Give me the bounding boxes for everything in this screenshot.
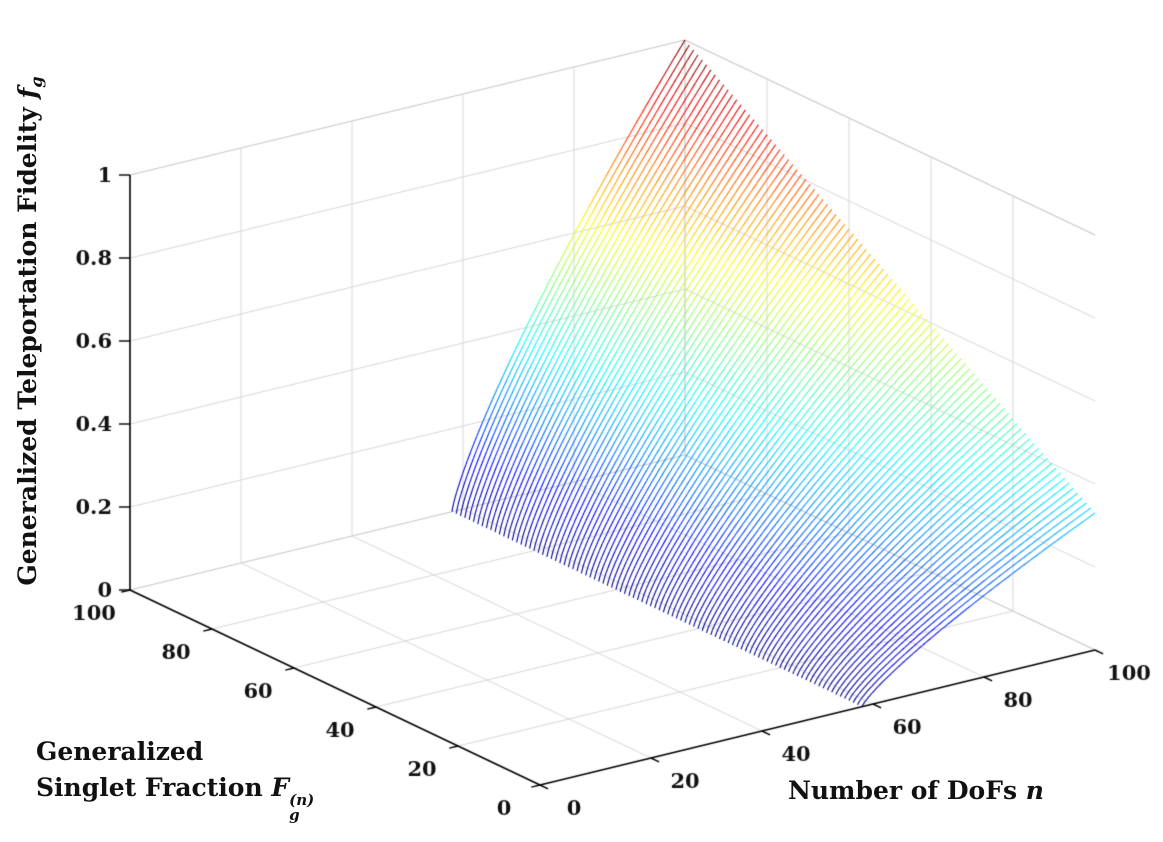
x-axis-math-symbol: n	[1025, 776, 1044, 805]
y-axis-math-subsup: (n) g	[289, 790, 315, 825]
y-axis-label-line1: Generalized	[36, 737, 204, 766]
z-axis-label: Generalized Teleportation Fidelity fg	[13, 0, 47, 681]
y-axis-label: Generalized Singlet Fraction F (n) g	[36, 734, 314, 824]
z-axis-math-subscript: g	[27, 76, 46, 88]
y-axis-math-subscript: g	[289, 806, 300, 825]
x-axis-label-text: Number of DoFs	[788, 776, 1026, 805]
y-axis-math-symbol: F	[271, 773, 290, 803]
y-axis-label-line2: Singlet Fraction F (n) g	[36, 773, 315, 825]
x-axis-label: Number of DoFs n	[788, 776, 1044, 805]
z-axis-math-symbol: f	[13, 87, 42, 99]
y-axis-math-superscript: (n)	[289, 790, 315, 809]
z-axis-label-text: Generalized Teleportation Fidelity	[13, 98, 42, 586]
